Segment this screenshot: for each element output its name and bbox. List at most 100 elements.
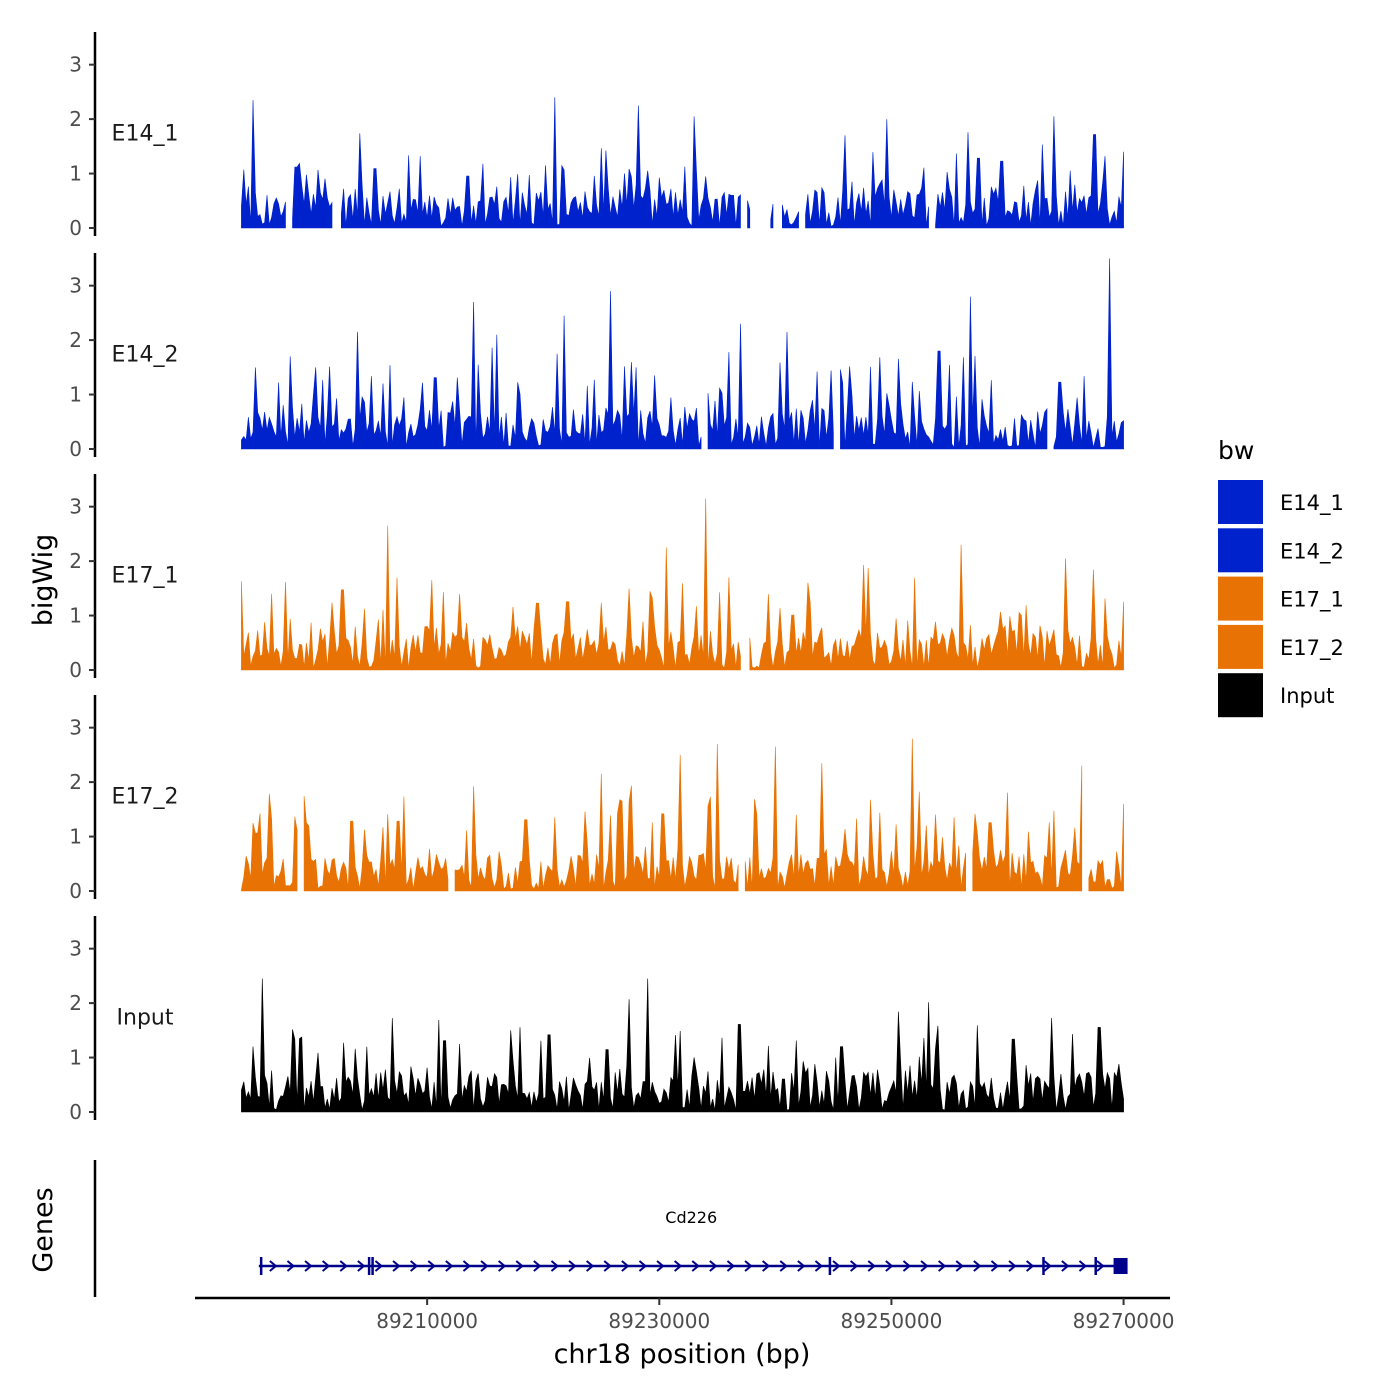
strand-arrow bbox=[902, 1260, 912, 1272]
y-tick-label: 2 bbox=[69, 991, 82, 1015]
y-tick-label: 1 bbox=[69, 1046, 82, 1070]
y-tick-label: 2 bbox=[69, 549, 82, 573]
signal-area-E17_1 bbox=[749, 544, 1124, 671]
strand-arrow bbox=[568, 1260, 577, 1272]
signal-area-E14_2 bbox=[241, 291, 702, 450]
legend-key-E17_2 bbox=[1218, 624, 1263, 669]
y-tick-label: 2 bbox=[69, 770, 82, 794]
signal-area-E17_2 bbox=[1088, 803, 1124, 892]
legend-label: E14_2 bbox=[1280, 539, 1344, 564]
x-tick-label: 89230000 bbox=[608, 1309, 710, 1333]
y-tick-label: 0 bbox=[69, 658, 82, 682]
legend-label: Input bbox=[1280, 684, 1334, 708]
y-tick-label: 0 bbox=[69, 437, 82, 461]
signal-area-Input bbox=[241, 978, 1124, 1113]
strand-arrow bbox=[1008, 1260, 1017, 1272]
strand-arrow bbox=[374, 1260, 384, 1272]
signal-area-E14_1 bbox=[805, 119, 929, 229]
strand-arrow bbox=[885, 1260, 894, 1272]
strand-arrow bbox=[427, 1260, 436, 1272]
strand-arrow bbox=[920, 1260, 929, 1272]
strand-arrow bbox=[1025, 1260, 1035, 1272]
x-tick-label: 89270000 bbox=[1073, 1309, 1175, 1333]
signal-area-E14_1 bbox=[292, 162, 333, 229]
signal-area-E14_2 bbox=[1053, 258, 1124, 450]
strand-arrow bbox=[638, 1260, 648, 1272]
strand-arrow bbox=[304, 1260, 313, 1272]
strand-arrow bbox=[1078, 1260, 1088, 1272]
strand-arrow bbox=[867, 1260, 876, 1272]
track-label: E14_2 bbox=[112, 343, 179, 368]
signal-area-E14_1 bbox=[782, 204, 799, 229]
y-tick-label: 3 bbox=[69, 495, 82, 519]
y-tick-label: 0 bbox=[69, 216, 82, 240]
track-Input: 0 1 2 3 Input bbox=[69, 916, 1124, 1124]
strand-arrow bbox=[357, 1260, 366, 1272]
strand-arrow bbox=[392, 1260, 401, 1272]
genes-track-label: Genes bbox=[28, 1187, 59, 1272]
signal-area-E17_2 bbox=[744, 738, 966, 892]
track-label: Input bbox=[117, 1006, 174, 1031]
strand-arrow bbox=[709, 1260, 718, 1272]
strand-arrow bbox=[779, 1260, 788, 1272]
strand-arrow bbox=[515, 1260, 524, 1272]
y-tick-label: 0 bbox=[69, 1100, 82, 1124]
strand-arrow bbox=[1043, 1260, 1052, 1272]
track-label: E14_1 bbox=[112, 122, 179, 147]
strand-arrow bbox=[937, 1260, 947, 1272]
track-label: E17_2 bbox=[112, 785, 179, 810]
strand-arrow bbox=[797, 1260, 806, 1272]
track-label: E17_1 bbox=[112, 564, 179, 589]
y-tick-label: 1 bbox=[69, 162, 82, 186]
y-tick-label: 2 bbox=[69, 107, 82, 131]
strand-arrow bbox=[445, 1260, 454, 1272]
x-axis: 89210000 89230000 89250000 89270000 bbox=[195, 1296, 1175, 1333]
strand-arrow bbox=[832, 1260, 841, 1272]
legend-label: E17_2 bbox=[1280, 636, 1344, 661]
gene-Cd226: Cd226 bbox=[258, 1208, 1128, 1275]
track-E14_2: 0 1 2 3 E14_2 bbox=[69, 253, 1124, 461]
genes-track: Cd226 bbox=[93, 1160, 1128, 1297]
y-axis-title: bigWig bbox=[28, 534, 59, 627]
signal-area-E14_1 bbox=[341, 97, 741, 229]
strand-arrow bbox=[339, 1260, 348, 1272]
strand-arrow bbox=[814, 1260, 824, 1272]
strand-arrow bbox=[533, 1260, 542, 1272]
y-tick-label: 3 bbox=[69, 274, 82, 298]
strand-arrow bbox=[656, 1260, 665, 1272]
signal-area-E17_1 bbox=[241, 498, 741, 671]
signal-area-E14_1 bbox=[241, 100, 286, 229]
y-tick-label: 2 bbox=[69, 328, 82, 352]
legend-key-Input bbox=[1218, 673, 1263, 718]
strand-arrow bbox=[990, 1260, 1000, 1272]
signal-area-E17_2 bbox=[303, 796, 449, 892]
track-E17_1: 0 1 2 3 E17_1 bbox=[69, 474, 1124, 682]
signal-area-E14_1 bbox=[935, 116, 1124, 229]
strand-arrow bbox=[462, 1260, 472, 1272]
y-tick-label: 1 bbox=[69, 383, 82, 407]
gene-name-label: Cd226 bbox=[665, 1208, 717, 1227]
x-axis-title: chr18 position (bp) bbox=[554, 1339, 811, 1370]
y-tick-label: 3 bbox=[69, 716, 82, 740]
strand-arrow bbox=[550, 1260, 560, 1272]
strand-arrow bbox=[849, 1260, 859, 1272]
strand-arrow bbox=[955, 1260, 964, 1272]
signal-area-E14_1 bbox=[770, 204, 774, 229]
y-tick-label: 1 bbox=[69, 825, 82, 849]
exon-block bbox=[1113, 1258, 1128, 1274]
strand-arrow bbox=[1096, 1260, 1105, 1272]
signal-area-E14_1 bbox=[747, 200, 751, 229]
strand-arrow bbox=[726, 1260, 736, 1272]
strand-arrow bbox=[321, 1260, 331, 1272]
strand-arrow bbox=[1061, 1260, 1070, 1272]
strand-arrow bbox=[744, 1260, 753, 1272]
strand-arrow bbox=[286, 1260, 296, 1272]
strand-arrow bbox=[480, 1260, 489, 1272]
strand-arrow bbox=[409, 1260, 419, 1272]
legend-label: E14_1 bbox=[1280, 491, 1344, 516]
legend-key-E14_2 bbox=[1218, 528, 1263, 573]
y-tick-label: 1 bbox=[69, 604, 82, 628]
legend-key-E17_1 bbox=[1218, 576, 1263, 621]
strand-arrow bbox=[585, 1260, 595, 1272]
strand-arrow bbox=[973, 1260, 982, 1272]
